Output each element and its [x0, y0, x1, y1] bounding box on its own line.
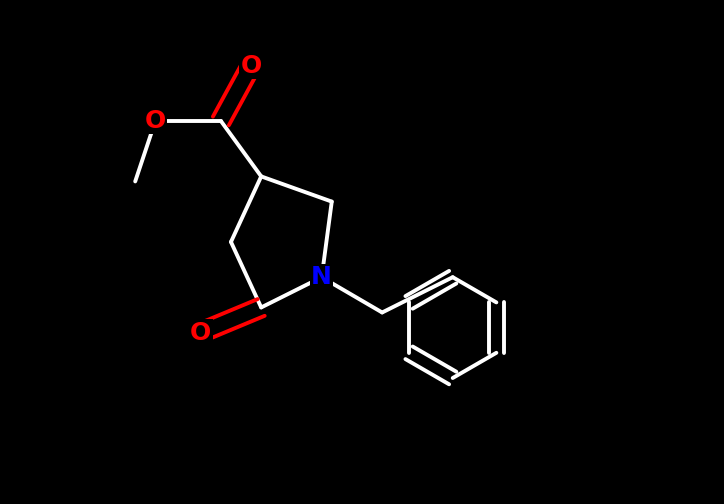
Text: N: N [311, 265, 332, 289]
Text: O: O [145, 109, 166, 133]
Text: O: O [240, 53, 262, 78]
Text: O: O [190, 321, 211, 345]
